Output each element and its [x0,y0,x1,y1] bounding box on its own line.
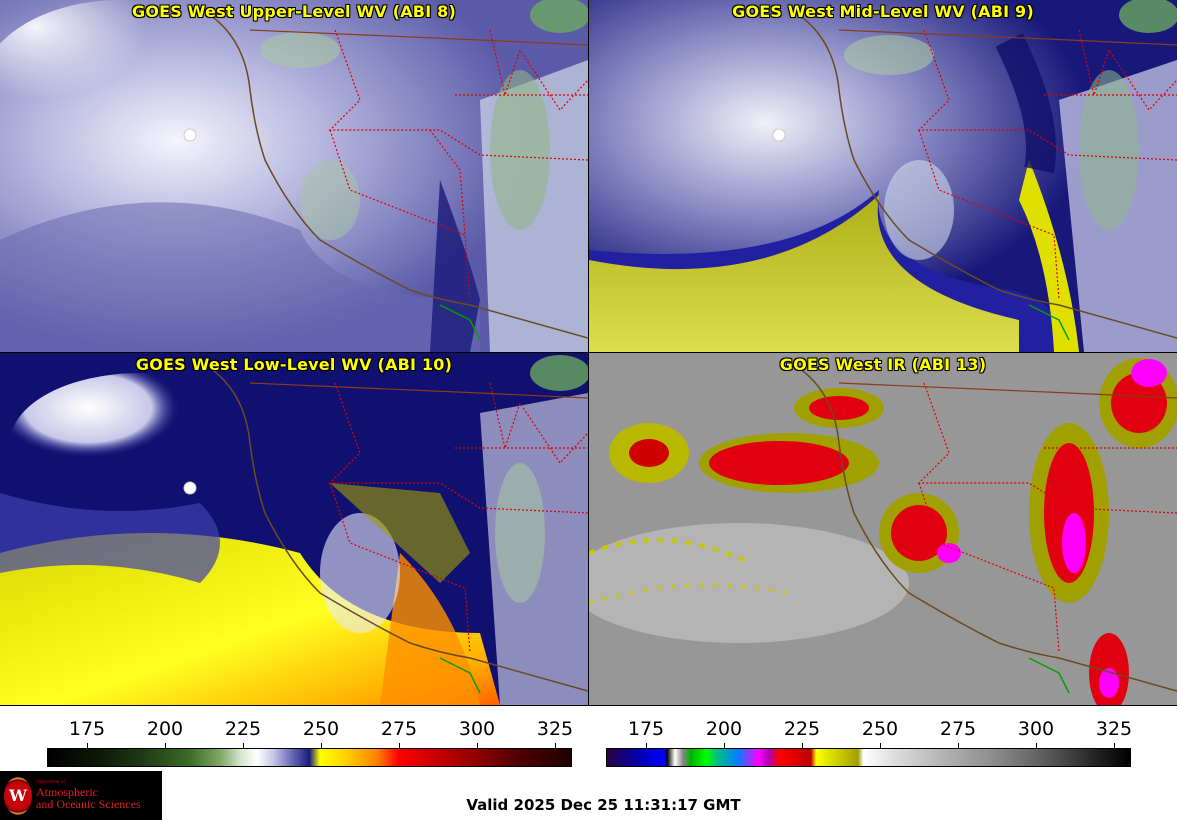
tick-mark [555,743,556,748]
panel-divider-horizontal [0,352,1177,353]
tick-mark [477,743,478,748]
low-wv-image [0,353,588,705]
tick-label: 300 [458,718,496,740]
tick-label: 300 [1017,718,1055,740]
mid-wv-image [589,0,1177,352]
logo-text: Department of Atmospheric and Oceanic Sc… [36,780,141,810]
panel-title: GOES West Upper-Level WV (ABI 8) [132,2,456,21]
panel-divider-vertical [588,0,589,706]
panel-upper-level-wv: GOES West Upper-Level WV (ABI 8) [0,0,588,352]
tick-label: 275 [380,718,418,740]
tick-mark [243,743,244,748]
ir-colorbar-gradient [606,748,1131,767]
ir-colorbar: 175 200 225 250 275 300 325 [0,712,1177,772]
tick-label: 250 [302,718,340,740]
panel-title: GOES West Mid-Level WV (ABI 9) [732,2,1034,21]
tick-mark [802,743,803,748]
panel-low-level-wv: GOES West Low-Level WV (ABI 10) [0,353,588,705]
tick-label: 325 [1095,718,1133,740]
tick-mark [321,743,322,748]
tick-mark [399,743,400,748]
tick-label: 225 [224,718,262,740]
panel-title: GOES West IR (ABI 13) [779,355,987,374]
uw-crest-icon: W [4,776,32,815]
tick-label: 225 [783,718,821,740]
tick-label: 175 [627,718,665,740]
ir-colorbar-ticks: 175 200 225 250 275 300 325 [0,712,1177,748]
tick-label: 325 [536,718,574,740]
tick-mark [958,743,959,748]
tick-label: 200 [705,718,743,740]
uw-aos-logo: W Department of Atmospheric and Oceanic … [0,771,162,820]
tick-mark [1114,743,1115,748]
upper-wv-image [0,0,588,352]
valid-time: Valid 2025 Dec 25 11:31:17 GMT [466,796,741,814]
panel-bottom-border [0,705,1177,706]
logo-line-2: Atmospheric [36,784,98,799]
wv-colorbar-ticks: 175 200 225 250 275 300 325 [0,712,588,748]
ir-image [589,353,1177,705]
logo-line-1: Department of [36,780,66,786]
wv-colorbar: 175 200 225 250 275 300 325 [0,712,588,772]
tick-mark [880,743,881,748]
tick-mark [724,743,725,748]
logo-line-3: and Oceanic Sciences [36,797,141,812]
tick-label: 175 [68,718,106,740]
panel-ir: GOES West IR (ABI 13) [589,353,1177,705]
tick-mark [87,743,88,748]
tick-mark [1036,743,1037,748]
tick-label: 275 [939,718,977,740]
tick-label: 250 [861,718,899,740]
tick-label: 200 [146,718,184,740]
tick-mark [165,743,166,748]
panel-title: GOES West Low-Level WV (ABI 10) [135,355,453,374]
panel-mid-level-wv: GOES West Mid-Level WV (ABI 9) [589,0,1177,352]
wv-colorbar-gradient [47,748,572,767]
tick-mark [646,743,647,748]
